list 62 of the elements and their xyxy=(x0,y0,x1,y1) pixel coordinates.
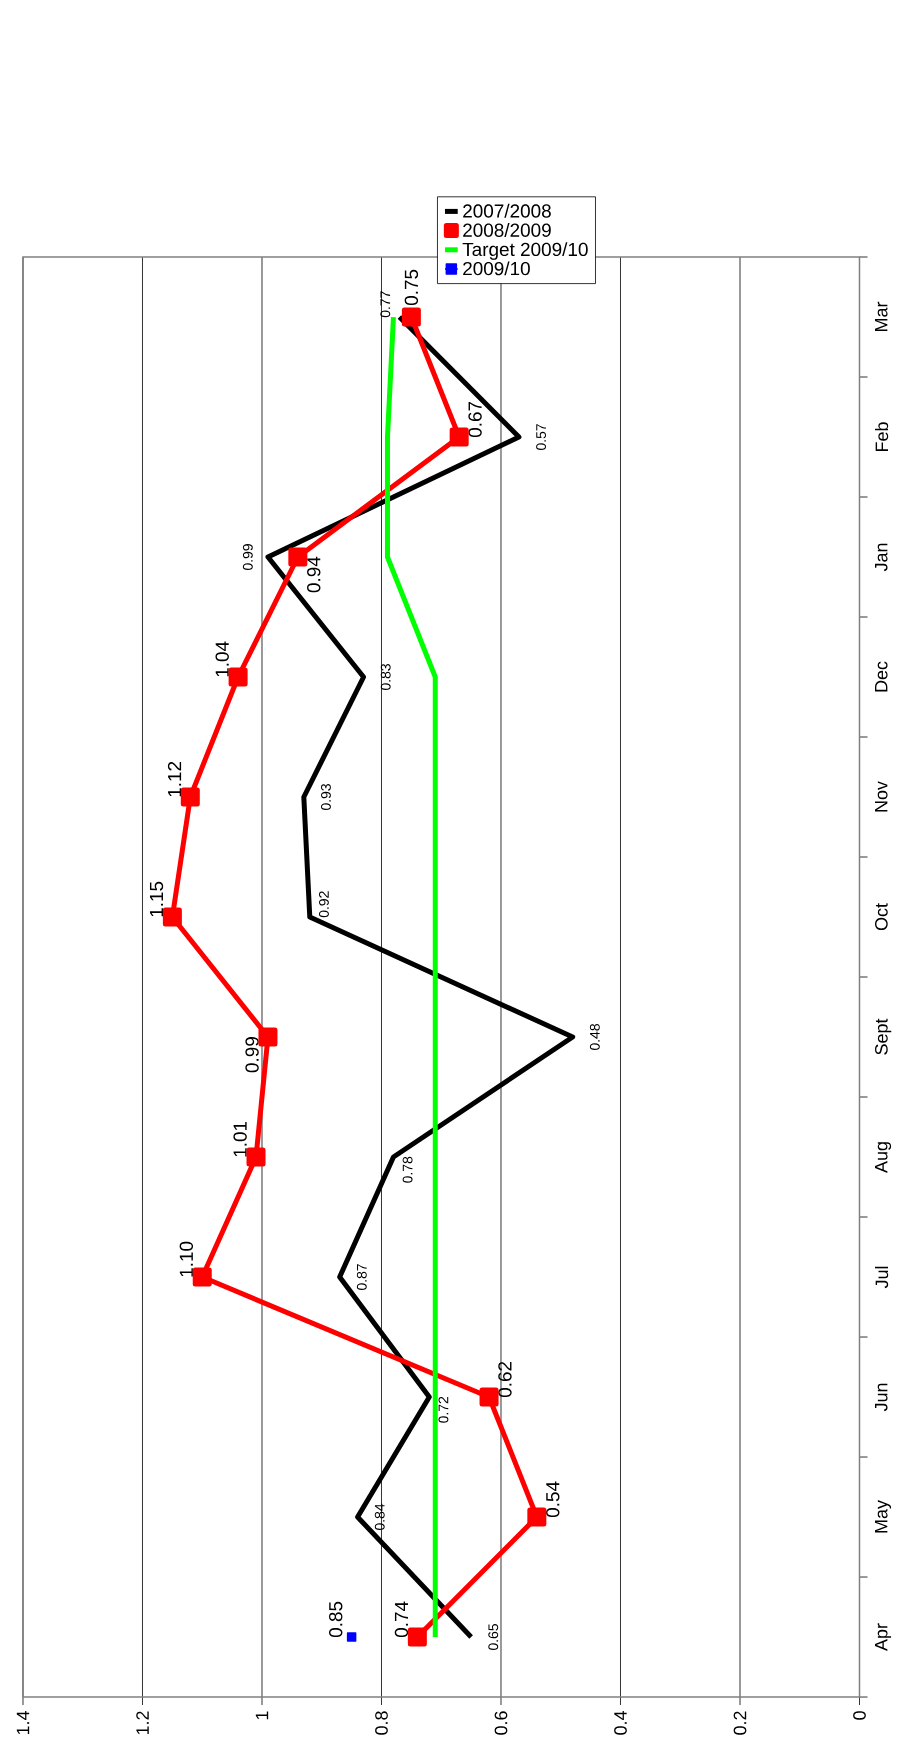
legend-label: 2008/2009 xyxy=(463,223,551,237)
point xyxy=(162,907,182,927)
x-tick-label: 1.4 xyxy=(16,1711,30,1735)
x-tick-label: 0 xyxy=(853,1711,866,1720)
data-label: 1.01 xyxy=(233,1121,247,1157)
x-tick-label: 0.8 xyxy=(375,1711,388,1735)
y-tick-label: Dec xyxy=(875,661,888,692)
data-label: 0.62 xyxy=(498,1361,512,1398)
data-label: 0.99 xyxy=(245,1037,259,1073)
data-label: 1.12 xyxy=(167,761,182,797)
y-tick-label: Oct xyxy=(875,903,888,931)
data-label: 0.99 xyxy=(242,544,253,571)
data-label: 0.67 xyxy=(468,401,482,438)
data-label: 0.85 xyxy=(329,1601,343,1638)
data-label: 0.93 xyxy=(321,784,331,811)
y-tick-label: Feb xyxy=(875,422,889,451)
x-tick-label: 0.6 xyxy=(494,1711,508,1735)
data-label: 0.78 xyxy=(402,1156,413,1183)
y-tick-label: Nov xyxy=(875,781,888,812)
data-label: 1.10 xyxy=(179,1241,194,1277)
data-label: 0.54 xyxy=(546,1481,560,1518)
data-label: 0.83 xyxy=(380,664,391,691)
point xyxy=(527,1507,547,1527)
data-label: 0.92 xyxy=(318,891,329,918)
data-label: 0.74 xyxy=(394,1601,409,1638)
y-tick-label: Jan xyxy=(875,543,888,572)
y-tick-label: May xyxy=(875,1500,892,1533)
point xyxy=(246,1147,266,1167)
point xyxy=(401,307,421,327)
data-label: 0.94 xyxy=(307,556,321,593)
point xyxy=(180,787,200,807)
x-tick-label: 0.2 xyxy=(733,1711,747,1735)
y-tick-label: Apr xyxy=(875,1623,892,1651)
point xyxy=(449,427,469,447)
data-label: 0.84 xyxy=(374,1503,385,1531)
point xyxy=(346,1632,357,1642)
y-tick-label: Jul xyxy=(875,1266,889,1289)
legend-label: 2009/10 xyxy=(463,261,530,276)
point xyxy=(228,667,248,687)
y-tick-label: Aug xyxy=(875,1142,892,1173)
data-label: 0.87 xyxy=(356,1264,367,1291)
data-label: 0.48 xyxy=(589,1024,600,1051)
x-tick-label: 1 xyxy=(255,1711,269,1720)
y-tick-label: Jun xyxy=(875,1383,888,1412)
point xyxy=(288,547,308,567)
y-tick-label: Mar xyxy=(875,301,888,331)
point xyxy=(407,1627,427,1647)
legend-label: Target 2009/10 xyxy=(462,242,588,260)
data-label: 0.75 xyxy=(404,269,419,306)
data-label: 0.77 xyxy=(380,291,391,318)
x-tick-label: 1.2 xyxy=(136,1711,149,1735)
x-tick-label: 0.4 xyxy=(614,1711,627,1735)
data-label: 0.65 xyxy=(488,1624,499,1651)
y-tick-label: Sept xyxy=(875,1018,892,1055)
point xyxy=(192,1267,212,1287)
legend-label: 2007/2008 xyxy=(463,203,551,218)
data-label: 1.15 xyxy=(149,881,164,917)
data-label: 1.04 xyxy=(215,641,229,677)
data-label: 0.72 xyxy=(438,1396,449,1423)
point xyxy=(479,1387,499,1407)
point xyxy=(258,1027,278,1047)
data-label: 0.57 xyxy=(536,424,546,451)
